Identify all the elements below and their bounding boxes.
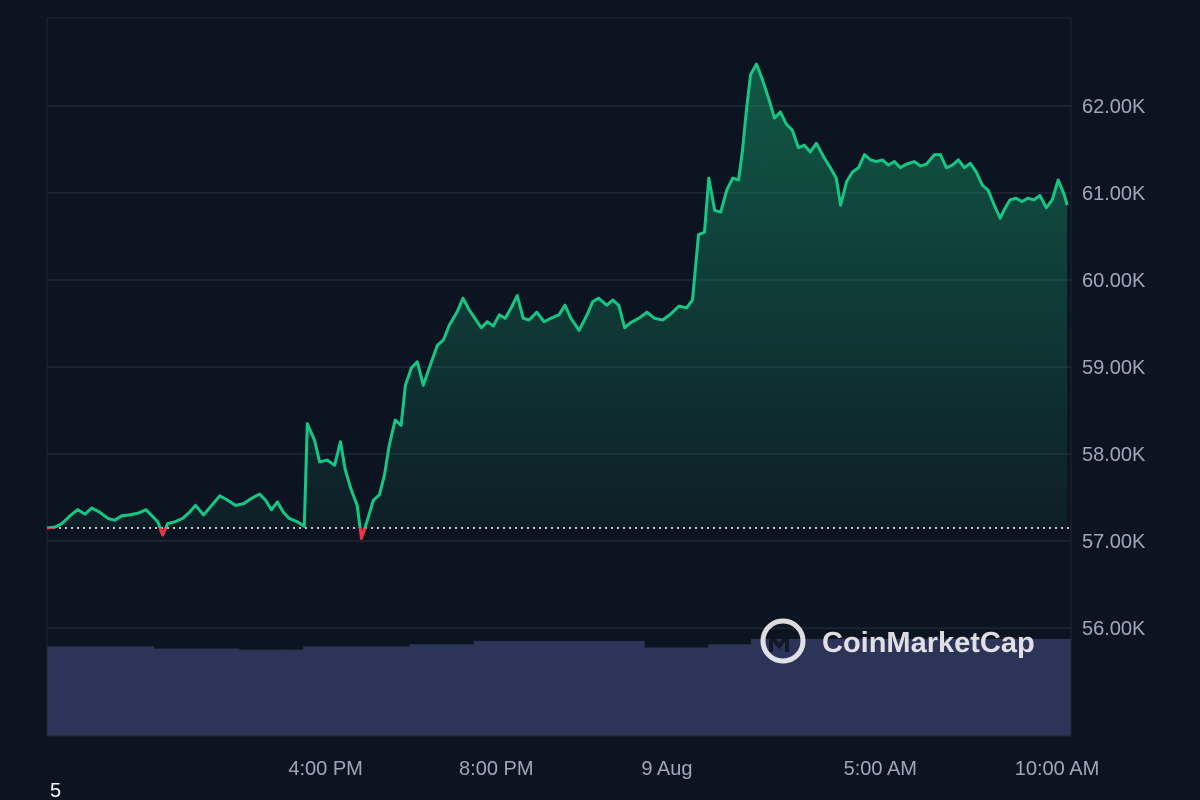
volume-bar (665, 647, 688, 736)
volume-bar (751, 638, 773, 736)
volume-bar (516, 641, 538, 736)
y-tick-label: 60.00K (1082, 270, 1146, 292)
volume-bar (708, 644, 730, 736)
volume-bar (1049, 638, 1072, 736)
volume-bar (921, 638, 944, 736)
x-tick-label: 4:00 PM (288, 758, 362, 780)
y-tick-label: 58.00K (1082, 444, 1146, 466)
volume-bar (431, 644, 453, 736)
volume-bar (623, 641, 645, 736)
volume-bar (89, 646, 112, 736)
volume-bar (1028, 638, 1050, 736)
corner-label: 5 (50, 780, 61, 800)
logo-ring (760, 618, 806, 664)
volume-bar (281, 649, 304, 736)
volume-bar (175, 648, 197, 736)
volume-bar (495, 641, 517, 736)
volume-bar (388, 646, 410, 736)
volume-bar (879, 638, 901, 736)
volume-bar (580, 641, 602, 736)
volume-bar (345, 646, 368, 736)
volume-bar (687, 647, 709, 736)
watermark-text: CoinMarketCap (822, 627, 1035, 659)
volume-bar (1007, 638, 1029, 736)
y-tick-label: 59.00K (1082, 357, 1146, 379)
volume-bar (772, 638, 794, 736)
x-tick-label: 8:00 PM (459, 758, 533, 780)
logo-mark (769, 630, 789, 652)
volume-bar (537, 641, 560, 736)
volume-bar (239, 649, 261, 736)
volume-bar (985, 638, 1008, 736)
volume-bar (964, 638, 986, 736)
volume-bar (196, 648, 218, 736)
volume-bar (303, 646, 325, 736)
volume-bar (836, 638, 858, 736)
volume-bar (943, 638, 965, 736)
volume-bar (900, 638, 922, 736)
volume-layer (47, 638, 1072, 736)
x-tick-label: 10:00 AM (1015, 758, 1100, 780)
y-tick-label: 62.00K (1082, 96, 1146, 118)
volume-bar (473, 641, 496, 736)
volume-bar (815, 638, 837, 736)
volume-bar (452, 644, 474, 736)
volume-bar (324, 646, 346, 736)
price-line (46, 62, 1069, 528)
x-tick-label: 9 Aug (641, 758, 692, 780)
volume-bar (644, 647, 666, 736)
y-tick-label: 61.00K (1082, 183, 1146, 205)
y-tick-label: 57.00K (1082, 531, 1146, 553)
volume-bar (260, 649, 282, 736)
volume-bar (153, 648, 176, 736)
volume-bar (132, 646, 154, 736)
x-tick-label: 5:00 AM (844, 758, 917, 780)
volume-bar (857, 638, 880, 736)
price-area (47, 64, 1068, 528)
volume-bar (68, 646, 90, 736)
volume-bar (217, 648, 240, 736)
plot-layer: 56.00K 57.00K 58.00K 59.00K 60.00K 61.00K 62.0… (46, 62, 1146, 780)
volume-bar (367, 646, 389, 736)
y-tick-label: 56.00K (1082, 618, 1146, 640)
volume-bar (47, 646, 69, 736)
volume-bar (793, 638, 816, 736)
volume-bar (409, 644, 432, 736)
watermark: CoinMarketCap (760, 618, 1035, 664)
volume-bar (729, 644, 752, 736)
volume-bar (111, 646, 133, 736)
volume-bar (601, 641, 624, 736)
volume-bar (559, 641, 581, 736)
